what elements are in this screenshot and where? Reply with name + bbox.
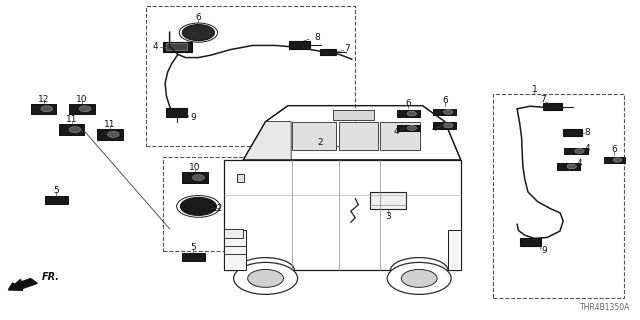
Text: 5: 5	[191, 243, 196, 252]
Text: 6: 6	[196, 13, 201, 22]
Bar	[380, 122, 420, 150]
Text: 5: 5	[54, 186, 59, 195]
Bar	[433, 122, 456, 129]
Circle shape	[108, 132, 119, 137]
Text: THR4B1350A: THR4B1350A	[580, 303, 630, 312]
Bar	[557, 163, 580, 170]
Bar	[69, 104, 95, 114]
Circle shape	[193, 175, 204, 180]
Bar	[97, 129, 123, 140]
Bar	[146, 6, 355, 146]
Circle shape	[248, 269, 284, 287]
Circle shape	[401, 269, 437, 287]
Bar	[31, 104, 56, 114]
Text: 8: 8	[314, 33, 319, 42]
Text: 4: 4	[577, 159, 582, 168]
Bar	[543, 103, 562, 110]
Circle shape	[407, 126, 417, 130]
Circle shape	[613, 158, 621, 162]
Bar	[520, 238, 541, 246]
Text: FR.: FR.	[42, 272, 60, 282]
Text: 6: 6	[406, 99, 411, 108]
Bar	[59, 124, 84, 135]
Bar	[564, 148, 588, 155]
Text: 4: 4	[585, 144, 590, 153]
Polygon shape	[243, 106, 461, 160]
Text: 12: 12	[212, 204, 223, 213]
Circle shape	[407, 111, 417, 116]
Bar	[224, 229, 243, 238]
Text: 9: 9	[541, 246, 547, 255]
Bar	[339, 122, 378, 150]
Bar	[433, 108, 456, 116]
Bar	[289, 41, 310, 49]
Circle shape	[567, 164, 577, 169]
Circle shape	[41, 106, 52, 112]
Circle shape	[444, 123, 453, 128]
Bar	[182, 253, 205, 261]
Circle shape	[575, 149, 584, 153]
Bar	[333, 110, 374, 120]
Text: 7: 7	[540, 95, 545, 104]
Text: 11: 11	[66, 116, 77, 124]
Text: 6: 6	[612, 145, 617, 154]
Bar	[448, 230, 461, 270]
Bar	[493, 94, 624, 298]
Bar	[224, 160, 461, 270]
Circle shape	[69, 127, 81, 132]
Bar	[604, 157, 625, 163]
Bar	[166, 43, 187, 50]
Bar	[163, 42, 192, 52]
Bar	[563, 129, 582, 136]
Bar	[45, 196, 68, 204]
Text: 7: 7	[345, 44, 350, 53]
Circle shape	[180, 197, 216, 215]
Text: 10: 10	[76, 95, 88, 104]
Bar	[166, 108, 187, 117]
Text: 8: 8	[585, 128, 590, 137]
Circle shape	[182, 25, 214, 41]
Bar	[370, 192, 406, 209]
Circle shape	[79, 106, 91, 112]
Text: 4: 4	[394, 127, 399, 136]
Bar	[397, 110, 420, 117]
Text: 4: 4	[431, 124, 436, 133]
Text: 3: 3	[385, 212, 390, 221]
Circle shape	[387, 262, 451, 294]
Bar	[237, 174, 244, 182]
Text: 12: 12	[38, 95, 49, 104]
FancyArrow shape	[8, 279, 37, 290]
Text: 11: 11	[104, 120, 116, 129]
Circle shape	[444, 110, 453, 114]
Bar	[320, 49, 336, 55]
Circle shape	[234, 262, 298, 294]
Text: 10: 10	[189, 164, 201, 172]
Text: 2: 2	[317, 138, 323, 147]
Bar	[163, 157, 256, 251]
Text: 4: 4	[152, 42, 157, 51]
Bar	[397, 124, 420, 132]
Text: 6: 6	[442, 96, 447, 105]
Text: 1: 1	[532, 85, 537, 94]
Bar	[182, 172, 208, 183]
Text: 9: 9	[191, 113, 196, 122]
Bar	[292, 122, 336, 150]
Bar	[224, 230, 246, 270]
Polygon shape	[243, 122, 291, 160]
